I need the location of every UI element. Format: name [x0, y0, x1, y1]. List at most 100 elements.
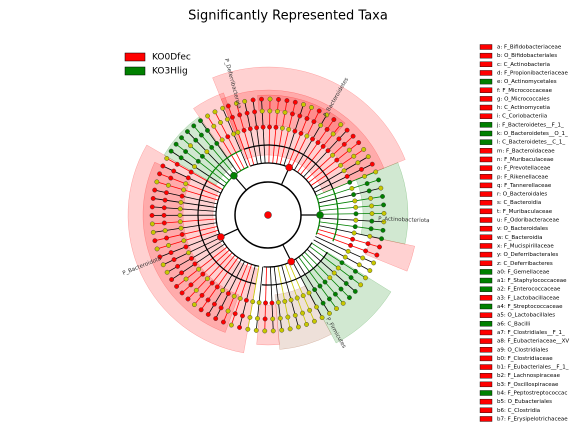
taxa-swatch	[479, 364, 493, 370]
branch-arc	[197, 179, 256, 285]
node	[312, 287, 318, 293]
taxa-swatch	[479, 96, 493, 102]
node	[338, 162, 344, 168]
node	[244, 297, 249, 303]
node	[165, 182, 171, 188]
clade-shade	[274, 285, 332, 350]
clade-label: P_Actinobacteriota	[378, 216, 430, 224]
node	[185, 175, 191, 181]
node	[164, 190, 169, 196]
node	[199, 153, 205, 159]
node	[250, 97, 256, 103]
cladogram: P_BacteroidetesP_ActinobacteriotaP_Firmi…	[122, 58, 430, 354]
node	[287, 257, 295, 266]
node	[379, 236, 384, 242]
node	[193, 287, 199, 293]
node	[149, 221, 155, 227]
node	[378, 185, 384, 191]
node	[318, 122, 324, 128]
node	[256, 300, 262, 305]
node	[294, 295, 300, 301]
node	[242, 98, 248, 104]
node	[286, 127, 292, 132]
taxa-label: n: F_Muribaculaceae	[497, 157, 554, 163]
node	[179, 193, 185, 199]
node	[188, 169, 194, 175]
node	[179, 232, 185, 237]
node	[381, 202, 386, 208]
taxa-label: o: F_Prevotellaceae	[497, 166, 551, 172]
node	[198, 118, 203, 124]
node	[214, 141, 220, 146]
node	[183, 244, 189, 250]
taxa-label: b4: F_Peptostreptococcac	[497, 391, 567, 397]
node	[331, 117, 337, 122]
taxa-label: z: C_Deferribacteres	[497, 261, 553, 267]
node	[221, 319, 226, 325]
node	[314, 304, 319, 310]
node	[225, 134, 231, 140]
node	[177, 212, 183, 218]
taxa-swatch	[479, 113, 493, 119]
taxa-swatch	[479, 234, 493, 241]
node	[350, 236, 355, 242]
taxa-label: t: F_Muribaculaceae	[497, 209, 553, 215]
node	[364, 181, 370, 186]
node	[205, 113, 210, 119]
node	[212, 109, 218, 115]
taxa-swatch	[479, 208, 493, 215]
node	[211, 123, 217, 129]
node	[333, 291, 338, 297]
node	[204, 149, 210, 155]
node	[369, 218, 375, 224]
node	[346, 147, 352, 153]
node	[344, 127, 350, 133]
taxa-swatch	[479, 139, 493, 145]
taxa-label: e: O_Actinomycetales	[497, 79, 557, 85]
node	[154, 179, 160, 185]
taxa-label: b3: F_Oscillospiraceae	[497, 382, 559, 388]
node	[368, 226, 374, 232]
node	[262, 316, 268, 322]
taxa-swatch	[479, 61, 493, 67]
node	[171, 257, 177, 263]
taxa-label: a2: F_Enterococcaceae	[497, 287, 561, 293]
node	[351, 230, 357, 236]
taxa-swatch	[479, 347, 493, 353]
node	[306, 290, 312, 296]
taxa-swatch	[479, 329, 493, 336]
node	[168, 175, 174, 181]
taxa-label: h: C_Actinomycetia	[497, 105, 550, 111]
node	[334, 306, 339, 312]
taxa-swatch	[479, 373, 493, 379]
node	[371, 260, 377, 266]
node	[267, 108, 273, 114]
node	[311, 119, 317, 125]
node	[185, 296, 191, 302]
taxa-swatch	[479, 243, 493, 249]
node	[312, 318, 317, 324]
taxa-label: b2: F_Lachnospiraceae	[497, 373, 561, 379]
taxa-label: s: C_Bacteroidia	[497, 200, 541, 206]
node	[161, 212, 167, 218]
node	[353, 217, 359, 223]
node	[235, 129, 241, 135]
node	[253, 328, 259, 333]
node	[244, 110, 250, 116]
node	[300, 293, 306, 299]
node	[285, 314, 291, 320]
node	[177, 219, 183, 225]
node	[320, 300, 326, 306]
node	[307, 307, 313, 313]
node	[263, 300, 268, 306]
taxa-swatch	[479, 286, 493, 292]
branch-arc	[206, 149, 243, 181]
taxa-swatch	[479, 321, 493, 327]
node	[199, 292, 205, 298]
node	[304, 133, 310, 139]
node	[352, 289, 358, 294]
node	[237, 325, 242, 330]
taxa-swatch	[479, 104, 493, 111]
node	[241, 127, 247, 133]
